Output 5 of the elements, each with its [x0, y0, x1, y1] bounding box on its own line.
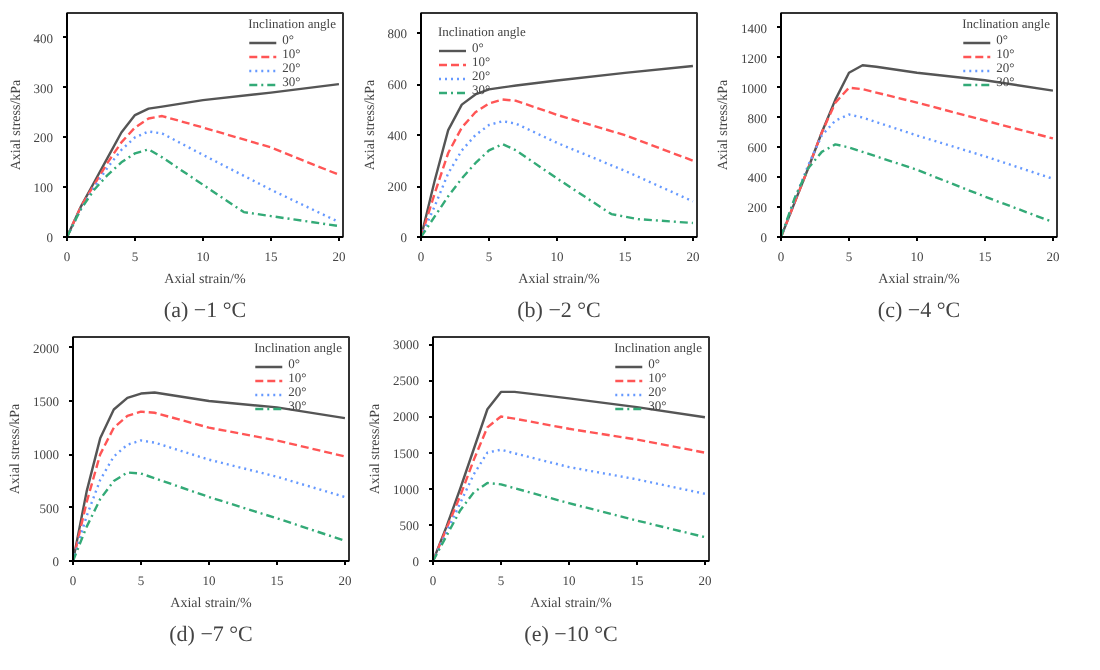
- text: (b) −2 °C: [517, 299, 601, 323]
- text: (e) −10 °C: [524, 623, 618, 647]
- text: (d) −7 °C: [169, 623, 253, 647]
- text: (c) −4 °C: [877, 299, 961, 323]
- text: (a) −1 °C: [163, 299, 247, 323]
